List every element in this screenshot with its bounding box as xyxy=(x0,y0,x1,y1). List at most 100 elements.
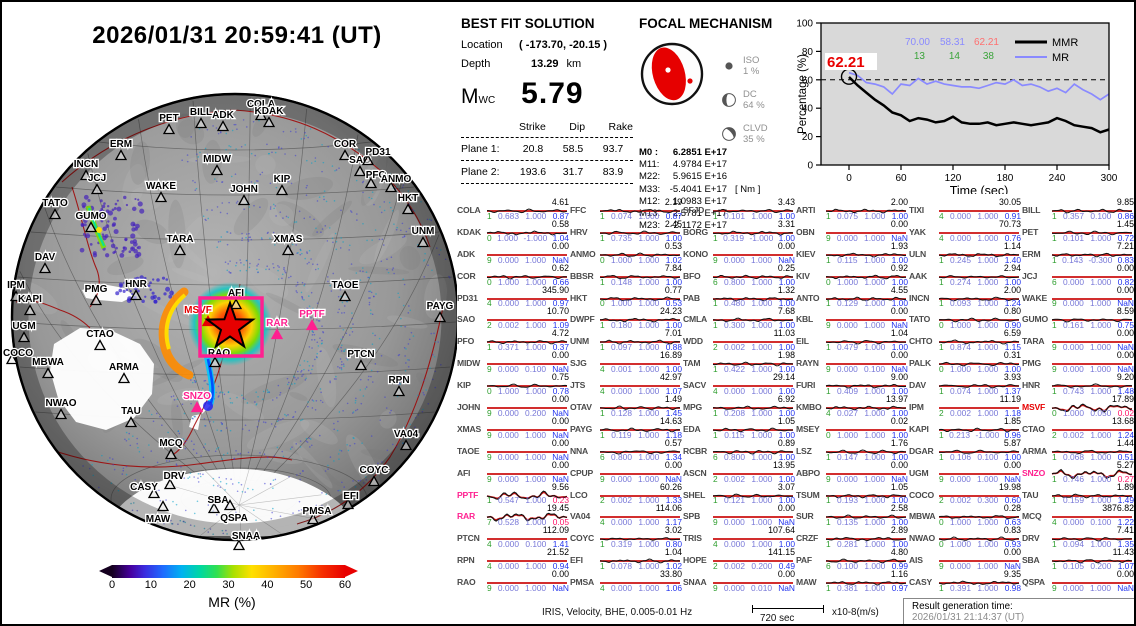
station-cell-tixi: TIXI 30.05 4 0.000 1.000 0.91 xyxy=(909,197,1022,221)
map-station-marker xyxy=(38,262,52,274)
station-cell-wdd: WDD 11.03 2 0.002 1.000 1.00 xyxy=(683,328,796,352)
station-cell-abpo: ABPO 0.00 9 0.000 1.000 NaN xyxy=(796,460,909,484)
station-cell-coco: COCO 19.98 2 0.002 0.300 0.60 xyxy=(909,481,1022,506)
station-waveform xyxy=(1052,429,1132,431)
station-metrics: 1 0.161 1.000 0.75 xyxy=(1052,320,1134,331)
station-metrics: 9 0.000 0.200 NaN xyxy=(487,407,569,418)
station-metrics: 0 1.000 1.000 1.02 xyxy=(600,254,682,265)
best-fit-solution-panel: BEST FIT SOLUTION Location ( -173.70, -2… xyxy=(461,16,637,185)
station-waveform xyxy=(713,516,793,519)
station-amplitude: 7.21 xyxy=(1116,240,1134,251)
station-waveform xyxy=(487,208,568,214)
map-station-label: PMG xyxy=(85,284,108,295)
station-cell-tara: TARA 0.00 9 0.000 1.000 NaN xyxy=(1022,328,1134,352)
station-waveform xyxy=(487,472,567,475)
station-metrics: 7 0.528 1.000 0.05 xyxy=(487,517,569,528)
station-metrics: 4 0.000 1.000 1.06 xyxy=(600,583,682,594)
station-cell-bfo: BFO 0.25 6 0.800 1.000 1.00 xyxy=(683,263,796,287)
map-station-marker xyxy=(416,236,430,248)
station-code: WDD xyxy=(683,336,703,347)
station-metrics: 4 0.000 1.000 1.17 xyxy=(600,517,682,528)
station-waveform xyxy=(825,514,907,520)
station-code: PFO xyxy=(457,336,475,347)
annotation-count: 14 xyxy=(949,51,961,62)
station-metrics: 1 0.115 1.000 1.00 xyxy=(713,429,795,440)
map-station-marker xyxy=(54,408,68,420)
station-code: KMBO xyxy=(796,402,822,413)
station-amplitude: 9.56 xyxy=(551,481,569,492)
station-code: CHTO xyxy=(909,336,933,347)
plane-col-header: Dip xyxy=(569,121,586,133)
station-metrics: 1 0.121 1.000 1.00 xyxy=(713,495,795,506)
station-amplitude: 0.83 xyxy=(1003,525,1021,536)
map-station-marker xyxy=(173,244,187,256)
map-station-marker xyxy=(79,169,93,181)
map-station-marker xyxy=(117,372,131,384)
magnitude-value: 5.79 xyxy=(521,77,584,110)
station-metrics: 1 0.245 1.000 1.40 xyxy=(939,254,1021,265)
station-waveform xyxy=(600,450,681,455)
component-percent: 64 % xyxy=(743,100,765,111)
station-cell-unm: UNM 7.01 1 0.097 1.000 0.88 xyxy=(570,328,683,352)
station-cell-tsum: TSUM 1.05 1 0.193 1.000 1.00 xyxy=(796,482,909,506)
station-cell-cor: COR 0.62 0 1.000 1.000 0.66 xyxy=(457,263,570,287)
station-amplitude: 6.59 xyxy=(1003,328,1021,339)
station-cell-sba: SBA 11.43 1 0.105 0.200 1.07 xyxy=(1022,547,1134,571)
station-amplitude: 29.14 xyxy=(772,372,795,383)
station-code: ASCN xyxy=(683,467,707,478)
station-code: AFI xyxy=(457,467,471,478)
station-code: MBWA xyxy=(909,511,936,522)
station-amplitude: 14.63 xyxy=(659,415,682,426)
station-metrics: 1 0.391 1.000 0.98 xyxy=(939,583,1021,594)
component-name: ISO xyxy=(743,55,760,66)
station-metrics: 1 0.213 -1.000 0.96 xyxy=(939,429,1021,440)
station-code: ADK xyxy=(457,248,476,259)
station-cell-payg: PAYG 14.63 1 0.119 1.000 1.18 xyxy=(570,415,683,440)
station-code: SNZO xyxy=(1022,467,1046,478)
station-waveform xyxy=(599,558,681,564)
map-station-marker xyxy=(154,191,168,203)
station-amplitude: 1.05 xyxy=(777,415,795,426)
station-waveform xyxy=(825,296,906,301)
station-cell-pfo: PFO 4.72 1 0.371 1.000 0.37 xyxy=(457,328,570,352)
station-metrics: 4 0.000 0.100 1.41 xyxy=(487,539,569,550)
station-code: JCJ xyxy=(1022,270,1038,281)
station-waveform xyxy=(1052,341,1132,344)
station-amplitude: 33.80 xyxy=(659,569,682,580)
tensor-row: M0 :6.2851 E+17 xyxy=(639,147,727,158)
epicenter-star-icon xyxy=(204,299,256,349)
map-station-marker xyxy=(338,149,352,161)
station-amplitude: 19.98 xyxy=(998,481,1021,492)
colorbar-label: MR (%) xyxy=(208,594,256,610)
colorbar-tick: 10 xyxy=(144,579,157,591)
map-station-marker xyxy=(254,109,268,121)
station-amplitude: 4.80 xyxy=(890,547,908,558)
station-cell-snzo: SNZO 5.27 1 0.746 1.000 0.27 xyxy=(1022,460,1134,484)
station-code: COR xyxy=(457,270,476,281)
colorbar-gradient xyxy=(112,565,345,578)
station-cell-rayn: RAYN 0.00 9 0.000 0.100 NaN xyxy=(796,350,909,374)
station-metrics: 1 0.735 1.000 1.00 xyxy=(600,232,682,243)
station-amplitude: 9.85 xyxy=(1116,197,1134,207)
colorbar-tick: 40 xyxy=(261,579,274,591)
station-cell-qspa: QSPA 0.00 9 0.000 1.000 NaN xyxy=(1022,569,1134,593)
station-cell-yak: YAK 70.73 4 0.000 1.000 0.76 xyxy=(909,219,1022,243)
station-code: LSZ xyxy=(796,445,812,456)
station-waveform xyxy=(938,536,1020,542)
map-station-marker xyxy=(353,165,367,177)
station-cell-pptf: PPTF 9.56 1 0.547 1.000 0.23 xyxy=(457,481,570,506)
magnitude-symbol: M xyxy=(461,85,479,108)
station-metrics: 1 0.274 1.000 1.00 xyxy=(939,276,1021,287)
station-cell-incn: INCN 2.00 1 0.093 1.000 1.24 xyxy=(909,285,1022,309)
station-metrics: 0 1.000 1.000 0.90 xyxy=(939,320,1021,331)
svg-text:0: 0 xyxy=(846,173,852,184)
station-metrics: 9 0.000 1.000 NaN xyxy=(487,473,569,484)
station-code: XMAS xyxy=(457,423,482,434)
source-region-box xyxy=(198,296,264,358)
station-cell-kapi: KAPI 1.85 1 0.213 -1.000 0.96 xyxy=(909,416,1022,440)
station-cell-mpg: MPG 6.92 1 0.208 1.000 1.00 xyxy=(683,394,796,418)
station-amplitude: 0.75 xyxy=(551,372,569,383)
plane-row: Plane 1: 20.8 58.5 93.7 xyxy=(461,137,633,160)
station-code: GUMO xyxy=(1022,314,1048,325)
